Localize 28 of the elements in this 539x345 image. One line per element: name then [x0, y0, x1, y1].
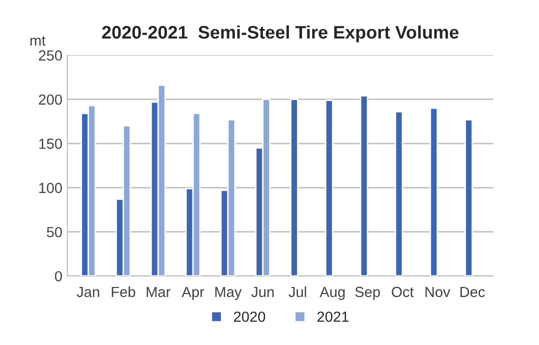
legend-label: 2020 [234, 312, 266, 322]
bar [360, 95, 368, 276]
x-tick-label: Nov [426, 286, 450, 298]
x-tick-label: Aug [320, 286, 345, 300]
x-tick-label: Jun [251, 286, 274, 298]
x-tick-label: Feb [112, 286, 136, 298]
y-tick-label: 0 [54, 271, 62, 282]
bar [430, 107, 438, 276]
y-axis-title: mt [30, 36, 46, 46]
x-tick-label: Jan [76, 286, 100, 298]
bar [324, 100, 334, 276]
bar [394, 111, 404, 276]
y-tick-label: 50 [46, 226, 62, 238]
y-tick-label: 250 [38, 50, 62, 61]
y-tick-label: 200 [38, 94, 62, 105]
x-tick-label: Mar [146, 286, 170, 298]
bar [290, 98, 298, 276]
legend-label: 2021 [317, 312, 348, 322]
y-tick-label: 100 [39, 182, 62, 194]
x-tick-label: Dec [460, 286, 485, 298]
x-tick-label: Oct [392, 286, 414, 298]
x-tick-label: Apr [182, 286, 204, 300]
bar [464, 118, 473, 276]
y-tick-label: 150 [39, 138, 62, 149]
x-tick-label: Sep [355, 286, 380, 300]
chart-title: 2020-2021 Semi-Steel Tire Export Volume [102, 25, 458, 42]
x-tick-label: May [215, 286, 242, 300]
x-tick-label: Jul [288, 286, 306, 298]
